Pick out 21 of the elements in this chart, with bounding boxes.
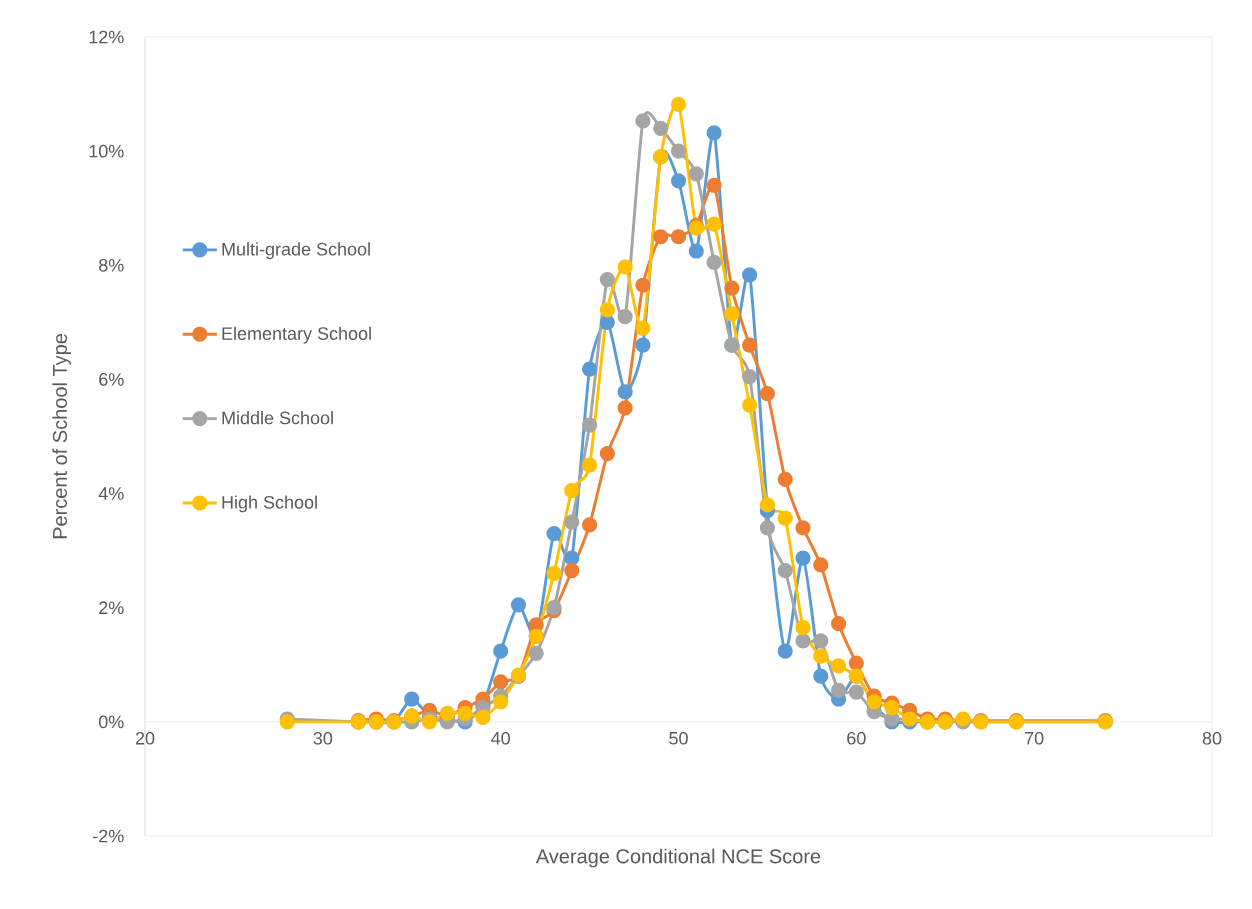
- y-tick-label: 12%: [89, 30, 124, 44]
- y-tick-label: 8%: [99, 258, 124, 272]
- y-tick-label: 6%: [99, 373, 124, 386]
- y-tick-label: 10%: [89, 144, 124, 158]
- y-tick-label: 2%: [99, 601, 124, 615]
- x-tick-label: 60: [847, 731, 866, 745]
- y-tick-label: -2%: [93, 829, 124, 843]
- y-tick-label: 0%: [98, 715, 124, 729]
- x-tick-label: 30: [313, 731, 333, 745]
- x-tick-label: 40: [491, 731, 510, 745]
- y-axis-title: Percent of School Type: [52, 334, 71, 539]
- x-tick-label: 20: [135, 731, 155, 745]
- legend-label: Middle School: [222, 411, 333, 425]
- legend-label: Multi-grade School: [222, 242, 370, 260]
- y-tick-label: 4%: [98, 487, 124, 500]
- x-tick-label: 70: [1025, 731, 1044, 745]
- x-tick-label: 50: [669, 731, 688, 745]
- legend-label: High School: [222, 495, 317, 513]
- legend-label: Elementary School: [222, 326, 371, 344]
- x-tick-label: 80: [1202, 731, 1222, 745]
- x-axis-title: Average Conditional NCE Score: [535, 848, 821, 868]
